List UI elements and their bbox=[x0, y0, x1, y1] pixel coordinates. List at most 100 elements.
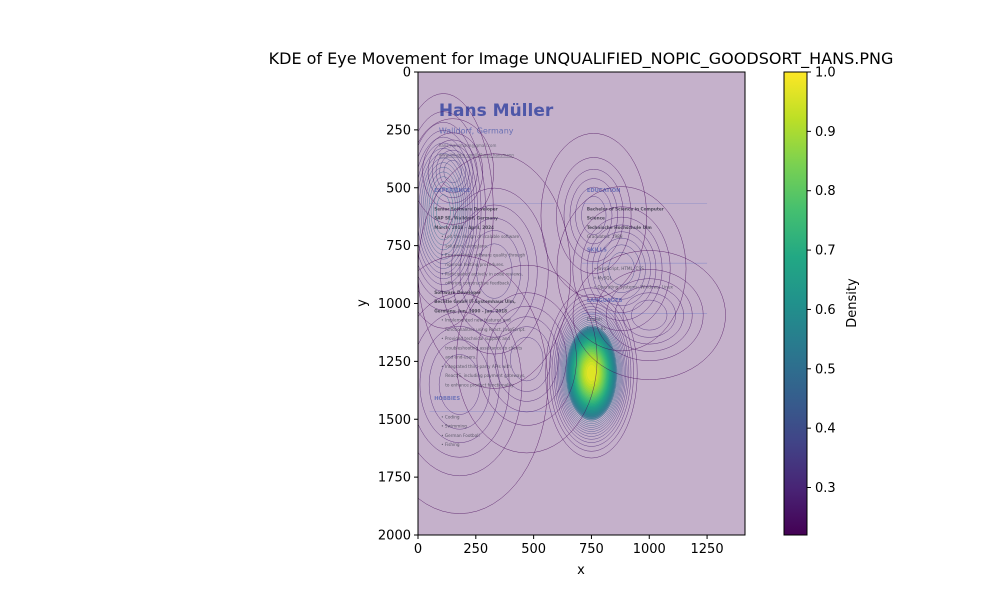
density-contour bbox=[557, 309, 626, 437]
resume-left-line: Germany, Jun, 1990 - Jan, 2018 bbox=[434, 308, 507, 313]
x-tick-label: 1000 bbox=[633, 542, 666, 557]
density-contour bbox=[597, 237, 646, 300]
density-contour bbox=[418, 93, 494, 329]
resume-left-line: • Provided technical support and bbox=[441, 336, 510, 341]
density-contour bbox=[561, 318, 621, 428]
resume-left-line: • German Football bbox=[441, 433, 479, 438]
density-contour bbox=[549, 294, 634, 452]
density-contour bbox=[451, 204, 538, 338]
colorbar-tick-label: 0.6 bbox=[815, 303, 836, 318]
density-contour bbox=[558, 311, 625, 435]
density-contour bbox=[422, 132, 484, 211]
density-contour bbox=[440, 187, 549, 355]
density-contour bbox=[467, 230, 521, 312]
density-contour bbox=[428, 339, 491, 430]
density-contour bbox=[476, 292, 577, 426]
density-contour bbox=[418, 136, 476, 285]
colorbar-tick-label: 0.4 bbox=[815, 422, 836, 437]
density-contour bbox=[418, 118, 495, 225]
resume-right-line: LANGUAGES bbox=[587, 298, 623, 304]
density-contour bbox=[586, 224, 657, 313]
plot-background bbox=[418, 72, 745, 535]
resume-left-line: troubleshooting assistance to clients bbox=[445, 345, 522, 350]
resume-right-line: Graduated: 1988 bbox=[587, 234, 623, 239]
resume-left-line: offering constructive feedback. bbox=[445, 281, 510, 286]
density-contour bbox=[459, 217, 529, 325]
density-contour bbox=[602, 244, 641, 294]
resume-left-line: Software Developer bbox=[434, 290, 482, 295]
colorbar-tick-label: 0.7 bbox=[815, 244, 836, 259]
density-contour bbox=[494, 316, 559, 402]
resume-left-line: rigorous testing procedures. bbox=[445, 262, 504, 267]
density-contour bbox=[426, 171, 461, 251]
density-contour bbox=[420, 157, 467, 265]
resume-website: www.linkedin.com/in/hans_hansmann bbox=[439, 152, 515, 157]
resume-left-line: • Ensured high software quality through bbox=[441, 253, 525, 258]
density-contour bbox=[556, 157, 632, 274]
colorbar-label: Density bbox=[845, 278, 860, 328]
density-contour bbox=[545, 287, 638, 459]
density-contour bbox=[418, 130, 478, 292]
density-contour bbox=[587, 365, 596, 381]
density-contour bbox=[595, 269, 704, 361]
resume-left-line: • Swimming bbox=[441, 424, 467, 429]
resume-right-line: • JavaScript, HTML, CSS bbox=[594, 266, 644, 271]
density-contour bbox=[433, 187, 454, 235]
y-tick-label: 750 bbox=[386, 239, 411, 254]
density-contour bbox=[418, 311, 510, 458]
x-tick-label: 0 bbox=[414, 542, 422, 557]
density-contour bbox=[427, 139, 478, 204]
y-axis-label: y bbox=[355, 299, 370, 307]
x-tick-label: 500 bbox=[521, 542, 546, 557]
colorbar-tick-label: 0.5 bbox=[815, 362, 836, 377]
resume-left-line: HOBBIES bbox=[434, 396, 460, 402]
density-contour bbox=[556, 186, 687, 352]
resume-location: Walldorf, Germany bbox=[439, 126, 514, 135]
density-contour bbox=[555, 306, 628, 440]
density-contour bbox=[418, 142, 473, 280]
x-axis: 0 250 500 750 1000 1250 bbox=[414, 535, 724, 557]
resume-right-line: • MySQL bbox=[594, 275, 613, 280]
resume-left-line: SAP SE, Walldorf, Germany bbox=[434, 216, 498, 221]
density-contour bbox=[572, 250, 726, 380]
resume-left-line: • Participated actively in code reviews, bbox=[441, 271, 523, 276]
colorbar-ticks: 0.3 0.4 0.5 0.6 0.7 0.8 0.9 1.0 bbox=[807, 66, 836, 496]
colorbar: 0.3 0.4 0.5 0.6 0.7 0.8 0.9 1.0 Density bbox=[783, 66, 860, 536]
resume-left-line: and end-users. bbox=[445, 355, 476, 360]
resume-left-line: March, 2018 - April, 2024 bbox=[434, 225, 494, 230]
x-tick-label: 250 bbox=[463, 542, 488, 557]
resume-right-line: Technische Hochschule Ulm bbox=[587, 225, 653, 230]
colorbar-tick-label: 0.9 bbox=[815, 125, 836, 140]
density-contour bbox=[559, 314, 624, 432]
density-contour bbox=[438, 354, 481, 415]
resume-right-line: Science bbox=[587, 216, 605, 221]
density-contour bbox=[430, 181, 457, 241]
density-contour bbox=[560, 316, 623, 430]
density-contour bbox=[419, 326, 500, 443]
resume-right-line: Bachelor of Science in Computer bbox=[587, 206, 665, 211]
density-contour bbox=[424, 166, 463, 255]
density-contour bbox=[435, 149, 470, 194]
density-contour bbox=[432, 145, 474, 199]
density-contour bbox=[502, 326, 552, 392]
resume-name: Hans Müller bbox=[439, 101, 554, 121]
density-contour bbox=[540, 133, 647, 298]
chart-title: KDE of Eye Movement for Image UNQUALIFIE… bbox=[269, 49, 894, 69]
resume-left-line: functionalities using React, JavaScript. bbox=[445, 327, 525, 332]
y-tick-label: 2000 bbox=[378, 529, 411, 544]
y-tick-label: 500 bbox=[386, 181, 411, 196]
x-tick-label: 750 bbox=[579, 542, 604, 557]
y-axis: 0 250 500 750 1000 1250 1500 1750 2000 bbox=[378, 66, 418, 544]
density-contour bbox=[443, 159, 462, 184]
density-contour bbox=[569, 178, 618, 253]
colorbar-tick-label: 0.8 bbox=[815, 184, 836, 199]
density-contour bbox=[418, 293, 523, 477]
resume-left-line: • Fishing bbox=[441, 442, 460, 447]
resume-email: hans_hansmann@gmail.com bbox=[439, 143, 497, 148]
resume-right-line: SKILLS bbox=[587, 248, 607, 254]
y-tick-label: 1750 bbox=[378, 471, 411, 486]
density-contour bbox=[606, 278, 693, 352]
density-contour bbox=[439, 154, 466, 189]
resume-right-line: English bbox=[587, 317, 602, 322]
